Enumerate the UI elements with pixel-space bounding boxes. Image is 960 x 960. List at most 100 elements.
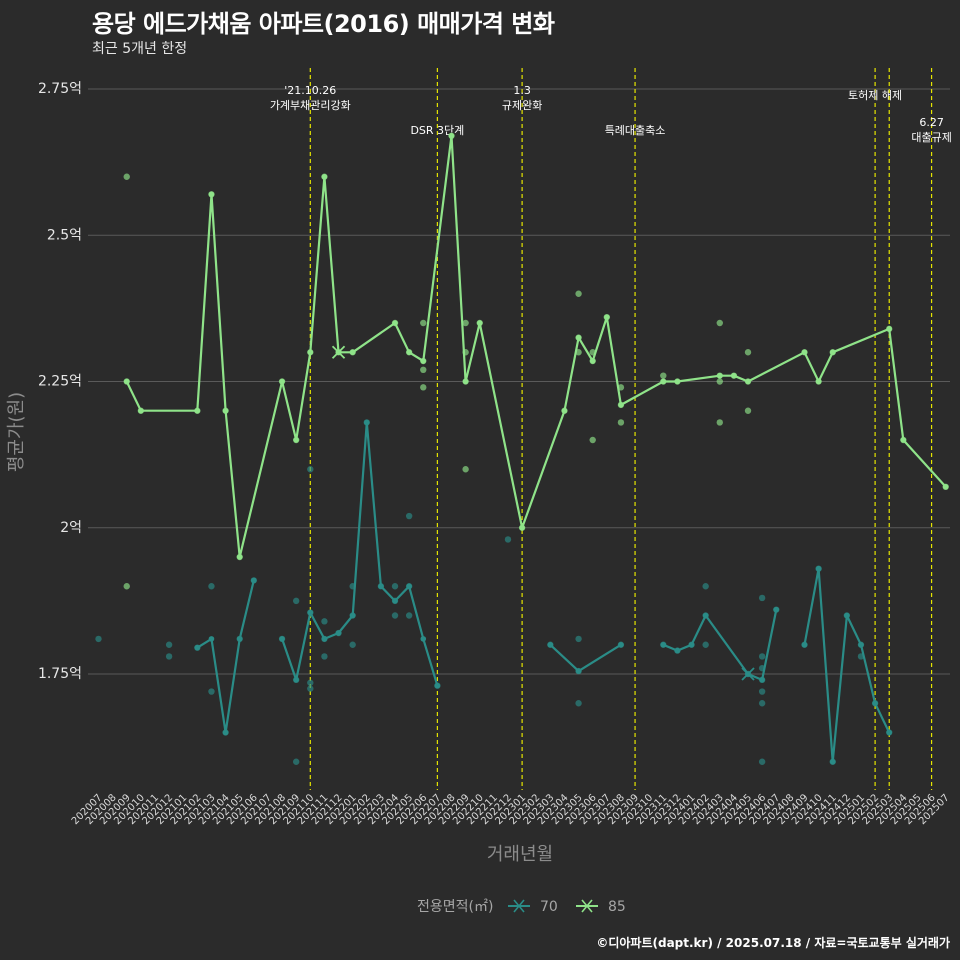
line-point xyxy=(575,668,582,674)
line-point xyxy=(208,636,215,642)
line-point xyxy=(575,334,582,341)
data-point xyxy=(349,641,356,648)
event-label: 토허제 해제 xyxy=(848,88,902,102)
legend: 전용면적(㎡) 70 85 xyxy=(417,899,626,915)
line-point xyxy=(886,326,893,332)
data-point xyxy=(716,378,723,385)
line-point xyxy=(618,402,624,408)
data-point xyxy=(575,700,582,707)
x-axis-title: 거래년월 xyxy=(487,844,553,865)
series-layer xyxy=(95,132,949,765)
data-point xyxy=(123,583,130,590)
line-point xyxy=(392,320,398,326)
series-line xyxy=(549,643,622,673)
data-point xyxy=(575,290,582,297)
data-point xyxy=(321,618,328,625)
line-point xyxy=(307,609,314,616)
data-point xyxy=(702,641,709,648)
y-tick-label: 2.75억 xyxy=(38,81,82,97)
data-point xyxy=(758,653,766,660)
line-point xyxy=(604,314,610,320)
event-label: 규제완화 xyxy=(502,99,542,112)
y-axis-title: 평균가(원) xyxy=(6,392,27,472)
series-line xyxy=(125,134,947,559)
line-point xyxy=(660,641,667,648)
data-point xyxy=(758,758,766,765)
y-tick-label: 2억 xyxy=(60,520,82,536)
data-point xyxy=(462,319,469,327)
chart-subtitle: 최근 5개년 한정 xyxy=(92,41,188,57)
line-point xyxy=(222,729,229,736)
line-point xyxy=(349,612,356,619)
line-point xyxy=(236,554,243,560)
line-point xyxy=(420,636,427,642)
line-point xyxy=(801,641,808,648)
line-point xyxy=(688,641,695,648)
series-marker xyxy=(741,667,755,681)
data-point xyxy=(307,679,314,686)
legend-swatch-marker xyxy=(513,899,525,913)
data-point xyxy=(208,688,215,695)
line-point xyxy=(858,641,864,648)
event-label: 1.3 xyxy=(513,84,531,97)
data-point xyxy=(208,583,215,590)
line-point xyxy=(448,133,455,139)
data-point xyxy=(307,685,314,692)
line-point xyxy=(434,682,441,689)
data-point xyxy=(660,372,667,379)
data-point xyxy=(716,419,723,426)
line-point xyxy=(420,358,427,364)
line-point xyxy=(406,349,412,356)
y-tick-label: 2.25억 xyxy=(38,374,82,390)
data-point xyxy=(420,319,427,327)
line-point xyxy=(123,378,130,385)
y-tick-label: 2.5억 xyxy=(47,227,82,243)
data-point xyxy=(758,594,766,602)
line-point xyxy=(801,349,808,356)
event-label: DSR 3단계 xyxy=(410,124,464,137)
data-point xyxy=(391,583,399,590)
line-point xyxy=(194,407,201,414)
line-point xyxy=(462,378,469,385)
line-point xyxy=(279,636,285,642)
data-point xyxy=(589,436,596,444)
line-point xyxy=(886,729,893,736)
line-point xyxy=(759,677,765,683)
data-point xyxy=(292,758,300,765)
series-85 xyxy=(123,132,949,590)
line-point xyxy=(702,612,709,619)
line-point xyxy=(349,349,356,356)
line-point xyxy=(773,606,780,613)
line-point xyxy=(829,349,836,356)
line-point xyxy=(519,524,525,531)
data-point xyxy=(744,349,752,356)
series-line xyxy=(803,567,891,763)
line-point xyxy=(547,641,554,648)
line-point xyxy=(731,372,737,379)
line-point xyxy=(829,758,836,765)
data-point xyxy=(405,612,413,619)
data-point xyxy=(165,653,173,660)
axis-layer: 1.75억2억2.25억2.5억2.75억2020072020082020092… xyxy=(6,81,952,865)
legend-swatch-marker xyxy=(581,899,593,913)
line-point xyxy=(745,378,751,385)
legend-label: 70 xyxy=(540,899,558,915)
data-point xyxy=(420,366,427,373)
data-point xyxy=(702,583,709,590)
data-point xyxy=(165,641,173,648)
line-point xyxy=(589,358,596,364)
line-point xyxy=(900,437,907,443)
event-label: 가계부채관리강화 xyxy=(270,99,351,112)
line-point xyxy=(307,349,314,356)
data-point xyxy=(307,466,314,473)
event-label: '21.10.26 xyxy=(284,84,336,97)
line-point xyxy=(618,641,624,648)
line-point xyxy=(321,636,328,642)
line-point xyxy=(561,407,568,414)
line-point xyxy=(222,407,229,414)
line-point xyxy=(406,583,412,590)
y-tick-label: 1.75억 xyxy=(38,666,82,682)
line-point xyxy=(363,419,370,426)
